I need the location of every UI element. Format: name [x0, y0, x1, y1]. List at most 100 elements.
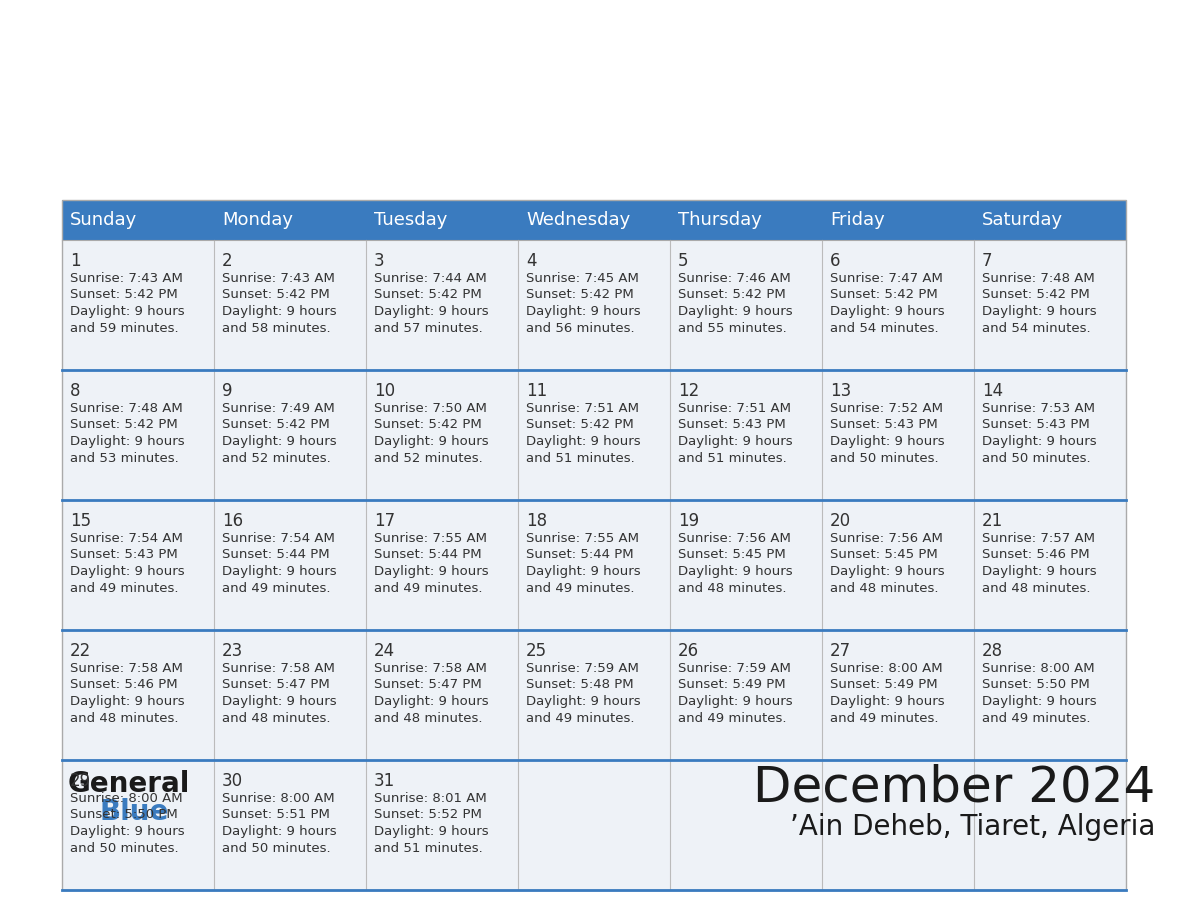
Text: Daylight: 9 hours: Daylight: 9 hours	[982, 305, 1097, 318]
Text: Daylight: 9 hours: Daylight: 9 hours	[374, 695, 488, 708]
Text: Sunset: 5:42 PM: Sunset: 5:42 PM	[70, 419, 178, 431]
Text: Daylight: 9 hours: Daylight: 9 hours	[830, 305, 944, 318]
Text: 13: 13	[830, 382, 852, 400]
Text: Daylight: 9 hours: Daylight: 9 hours	[830, 565, 944, 578]
Text: 28: 28	[982, 642, 1003, 660]
Text: Sunrise: 7:57 AM: Sunrise: 7:57 AM	[982, 532, 1095, 545]
Text: Sunrise: 7:55 AM: Sunrise: 7:55 AM	[374, 532, 487, 545]
Text: and 53 minutes.: and 53 minutes.	[70, 452, 178, 465]
Text: Daylight: 9 hours: Daylight: 9 hours	[526, 565, 640, 578]
Text: and 48 minutes.: and 48 minutes.	[982, 581, 1091, 595]
Text: 17: 17	[374, 512, 396, 530]
Text: Sunday: Sunday	[70, 211, 138, 229]
Text: Sunrise: 7:50 AM: Sunrise: 7:50 AM	[374, 402, 487, 415]
Text: 23: 23	[222, 642, 244, 660]
Text: and 48 minutes.: and 48 minutes.	[678, 581, 786, 595]
Text: Sunrise: 7:51 AM: Sunrise: 7:51 AM	[526, 402, 639, 415]
Text: Daylight: 9 hours: Daylight: 9 hours	[678, 695, 792, 708]
Text: Sunset: 5:42 PM: Sunset: 5:42 PM	[526, 288, 633, 301]
Bar	[214, 370, 366, 500]
Bar	[366, 240, 518, 370]
Text: 18: 18	[526, 512, 548, 530]
Text: 10: 10	[374, 382, 396, 400]
Text: 8: 8	[70, 382, 81, 400]
Text: Daylight: 9 hours: Daylight: 9 hours	[222, 825, 336, 838]
Text: Sunrise: 8:01 AM: Sunrise: 8:01 AM	[374, 792, 487, 805]
Text: Wednesday: Wednesday	[526, 211, 631, 229]
Text: Sunrise: 7:43 AM: Sunrise: 7:43 AM	[222, 272, 335, 285]
Text: Daylight: 9 hours: Daylight: 9 hours	[830, 695, 944, 708]
Text: Sunset: 5:42 PM: Sunset: 5:42 PM	[830, 288, 937, 301]
Text: and 49 minutes.: and 49 minutes.	[678, 711, 786, 724]
Text: Daylight: 9 hours: Daylight: 9 hours	[222, 565, 336, 578]
Text: Sunrise: 7:53 AM: Sunrise: 7:53 AM	[982, 402, 1095, 415]
Text: 22: 22	[70, 642, 91, 660]
Text: Sunset: 5:42 PM: Sunset: 5:42 PM	[982, 288, 1089, 301]
Text: Daylight: 9 hours: Daylight: 9 hours	[526, 435, 640, 448]
Text: 30: 30	[222, 772, 244, 790]
Bar	[366, 370, 518, 500]
Text: Daylight: 9 hours: Daylight: 9 hours	[374, 825, 488, 838]
Text: Sunrise: 7:56 AM: Sunrise: 7:56 AM	[830, 532, 943, 545]
Bar	[518, 760, 670, 890]
Text: Sunset: 5:42 PM: Sunset: 5:42 PM	[70, 288, 178, 301]
Text: Sunrise: 7:51 AM: Sunrise: 7:51 AM	[678, 402, 791, 415]
Text: Daylight: 9 hours: Daylight: 9 hours	[70, 305, 184, 318]
Text: and 57 minutes.: and 57 minutes.	[374, 321, 482, 334]
Bar	[822, 370, 974, 500]
Text: 24: 24	[374, 642, 396, 660]
Text: Daylight: 9 hours: Daylight: 9 hours	[678, 565, 792, 578]
Text: Daylight: 9 hours: Daylight: 9 hours	[70, 695, 184, 708]
Text: 31: 31	[374, 772, 396, 790]
Text: Tuesday: Tuesday	[374, 211, 448, 229]
Text: 3: 3	[374, 252, 385, 270]
Text: Blue: Blue	[100, 798, 170, 826]
Text: Friday: Friday	[830, 211, 885, 229]
Text: Sunset: 5:52 PM: Sunset: 5:52 PM	[374, 809, 482, 822]
Text: Sunrise: 7:48 AM: Sunrise: 7:48 AM	[982, 272, 1095, 285]
Text: and 51 minutes.: and 51 minutes.	[374, 842, 482, 855]
Text: 9: 9	[222, 382, 233, 400]
Text: Daylight: 9 hours: Daylight: 9 hours	[830, 435, 944, 448]
Text: 20: 20	[830, 512, 851, 530]
Text: Sunset: 5:45 PM: Sunset: 5:45 PM	[830, 548, 937, 562]
Bar	[62, 200, 1126, 240]
Text: Daylight: 9 hours: Daylight: 9 hours	[70, 435, 184, 448]
Text: Daylight: 9 hours: Daylight: 9 hours	[982, 435, 1097, 448]
Text: Sunset: 5:42 PM: Sunset: 5:42 PM	[374, 419, 482, 431]
Text: and 49 minutes.: and 49 minutes.	[982, 711, 1091, 724]
Text: Sunset: 5:47 PM: Sunset: 5:47 PM	[222, 678, 330, 691]
Bar	[822, 240, 974, 370]
Text: Sunset: 5:43 PM: Sunset: 5:43 PM	[830, 419, 937, 431]
Bar	[366, 760, 518, 890]
Bar	[974, 630, 1126, 760]
Text: and 48 minutes.: and 48 minutes.	[830, 581, 939, 595]
Bar	[974, 240, 1126, 370]
Text: Daylight: 9 hours: Daylight: 9 hours	[222, 435, 336, 448]
Text: 12: 12	[678, 382, 700, 400]
Text: Sunset: 5:50 PM: Sunset: 5:50 PM	[70, 809, 178, 822]
Text: Sunrise: 7:49 AM: Sunrise: 7:49 AM	[222, 402, 335, 415]
Bar	[366, 500, 518, 630]
Text: Sunset: 5:42 PM: Sunset: 5:42 PM	[222, 288, 330, 301]
Text: 14: 14	[982, 382, 1003, 400]
Text: Sunrise: 7:44 AM: Sunrise: 7:44 AM	[374, 272, 487, 285]
Text: Sunrise: 7:46 AM: Sunrise: 7:46 AM	[678, 272, 791, 285]
Bar	[62, 200, 1126, 890]
Text: December 2024: December 2024	[753, 763, 1155, 811]
Text: 29: 29	[70, 772, 91, 790]
Text: Sunset: 5:43 PM: Sunset: 5:43 PM	[678, 419, 785, 431]
Bar	[822, 630, 974, 760]
Text: Sunrise: 7:58 AM: Sunrise: 7:58 AM	[70, 662, 183, 675]
Text: Sunrise: 7:59 AM: Sunrise: 7:59 AM	[526, 662, 639, 675]
Text: Daylight: 9 hours: Daylight: 9 hours	[70, 825, 184, 838]
Text: Thursday: Thursday	[678, 211, 762, 229]
Text: Sunset: 5:43 PM: Sunset: 5:43 PM	[70, 548, 178, 562]
Text: Sunrise: 7:43 AM: Sunrise: 7:43 AM	[70, 272, 183, 285]
Text: 25: 25	[526, 642, 548, 660]
Bar	[214, 500, 366, 630]
Text: Daylight: 9 hours: Daylight: 9 hours	[678, 435, 792, 448]
Bar	[822, 500, 974, 630]
Text: and 49 minutes.: and 49 minutes.	[374, 581, 482, 595]
Bar	[670, 760, 822, 890]
